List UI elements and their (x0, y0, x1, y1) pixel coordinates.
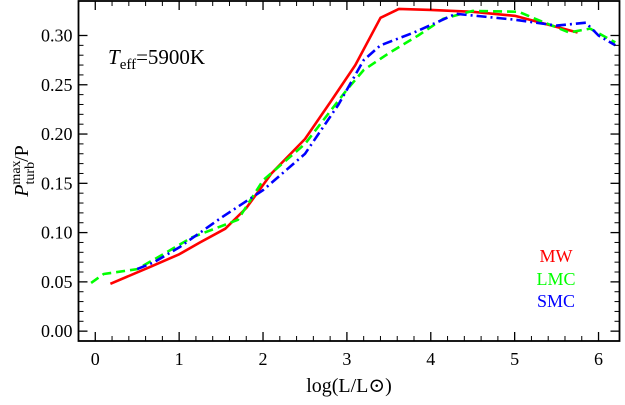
y-tick-label: 0.00 (41, 321, 73, 341)
series-line-smc (136, 12, 616, 271)
y-tick-label: 0.25 (41, 75, 73, 95)
x-tick-label: 1 (175, 349, 184, 369)
teff-annotation-subscript: eff (120, 57, 136, 73)
teff-annotation-main: T (108, 45, 121, 69)
y-tick-label: 0.15 (41, 173, 73, 193)
y-axis-title-superscript: max (9, 160, 24, 184)
teff-annotation: Teff=5900K (108, 45, 205, 73)
series-line-lmc (90, 9, 616, 284)
x-tick-label: 5 (510, 349, 519, 369)
legend-label-lmc: LMC (536, 269, 575, 289)
y-axis-title-suffix: /P (11, 145, 33, 162)
series-line-mw (109, 7, 578, 285)
x-tick-label: 4 (426, 349, 435, 369)
legend-label-smc: SMC (537, 291, 575, 311)
x-tick-label: 3 (342, 349, 351, 369)
teff-annotation-suffix: =5900K (136, 45, 205, 69)
y-tick-label: 0.10 (41, 223, 73, 243)
axis-ticks: 0 1 2 3 4 5 6 0.00 0.05 0.10 0.15 0.20 0.25 0.30 (41, 1, 620, 369)
y-tick-label: 0.30 (41, 25, 73, 45)
y-axis-title: Pmaxturb/P (9, 145, 38, 198)
y-axis-title-main: P (11, 185, 33, 198)
y-tick-label: 0.20 (41, 124, 73, 144)
series-lines (90, 7, 616, 285)
x-tick-label: 2 (259, 349, 268, 369)
legend-label-mw: MW (540, 246, 573, 266)
y-tick-label: 0.05 (41, 272, 73, 292)
plot-frame (77, 0, 621, 342)
x-tick-label: 0 (91, 349, 100, 369)
x-tick-label: 6 (594, 349, 603, 369)
x-axis-title: log(L/L⊙) (306, 375, 392, 397)
y-axis-title-subscript: turb (23, 162, 38, 185)
